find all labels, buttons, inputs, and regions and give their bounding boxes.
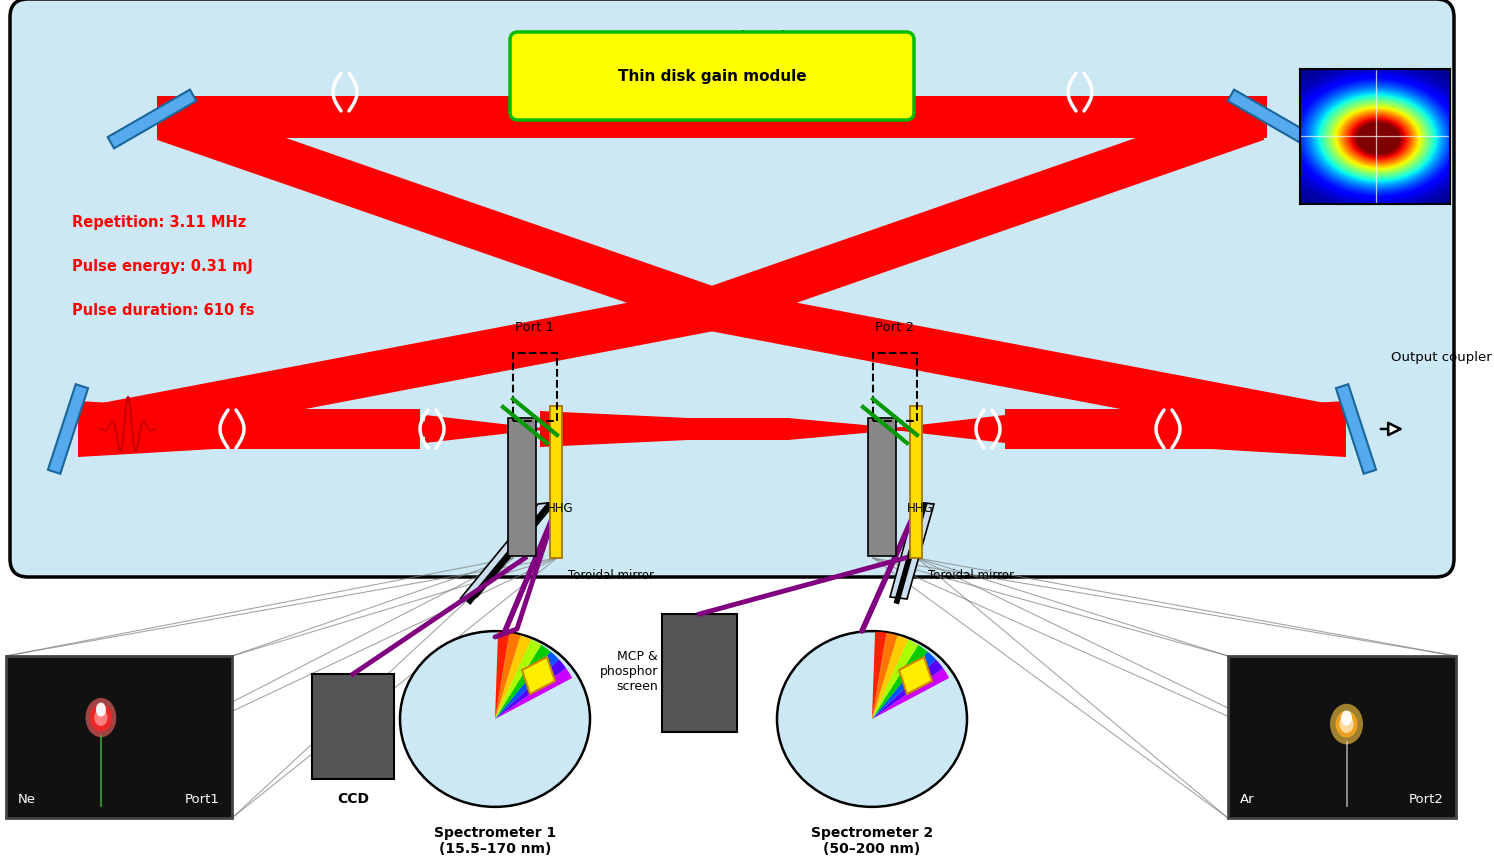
Ellipse shape: [90, 703, 112, 732]
Ellipse shape: [1342, 710, 1352, 726]
Polygon shape: [157, 96, 1267, 138]
Text: Output coupler: Output coupler: [1391, 351, 1491, 364]
Text: Ar: Ar: [1240, 793, 1255, 806]
Text: CCD: CCD: [338, 792, 369, 806]
Wedge shape: [872, 632, 898, 719]
Polygon shape: [78, 410, 420, 448]
Bar: [312, 674, 394, 779]
Polygon shape: [108, 90, 196, 149]
Bar: [662, 614, 737, 732]
Ellipse shape: [85, 698, 117, 737]
Wedge shape: [872, 632, 886, 719]
Ellipse shape: [777, 631, 967, 807]
Wedge shape: [495, 645, 551, 719]
Wedge shape: [872, 659, 943, 719]
Wedge shape: [495, 632, 520, 719]
Polygon shape: [890, 502, 934, 599]
Text: Pulse duration: 610 fs: Pulse duration: 610 fs: [72, 302, 254, 317]
Ellipse shape: [400, 631, 590, 807]
Text: Ne: Ne: [18, 793, 36, 806]
Text: Spectrometer 1
(15.5–170 nm): Spectrometer 1 (15.5–170 nm): [433, 826, 556, 856]
Wedge shape: [872, 645, 928, 719]
Polygon shape: [1336, 384, 1376, 473]
Polygon shape: [521, 657, 554, 694]
Text: Toroidal mirror: Toroidal mirror: [928, 569, 1014, 582]
FancyBboxPatch shape: [509, 32, 914, 120]
Wedge shape: [872, 639, 919, 719]
Wedge shape: [495, 659, 566, 719]
Polygon shape: [895, 401, 1346, 457]
Text: MCP &
phosphor
screen: MCP & phosphor screen: [599, 651, 657, 694]
Bar: [1228, 656, 1457, 818]
Wedge shape: [495, 635, 532, 719]
Text: HHG: HHG: [547, 503, 574, 516]
Bar: [910, 406, 922, 558]
Wedge shape: [495, 651, 559, 719]
Ellipse shape: [94, 709, 108, 726]
Text: Spectrometer 2
(50–200 nm): Spectrometer 2 (50–200 nm): [811, 826, 934, 856]
Wedge shape: [872, 651, 935, 719]
Polygon shape: [78, 401, 535, 457]
Polygon shape: [790, 415, 1005, 443]
Wedge shape: [495, 668, 572, 719]
Text: Port 2: Port 2: [875, 321, 914, 334]
Polygon shape: [1228, 90, 1316, 149]
Wedge shape: [495, 639, 541, 719]
Text: Port2: Port2: [1409, 793, 1445, 806]
Polygon shape: [424, 415, 639, 443]
Text: Pulse energy: 0.31 mJ: Pulse energy: 0.31 mJ: [72, 258, 252, 274]
Text: Port1: Port1: [185, 793, 220, 806]
Text: Thin disk gain module: Thin disk gain module: [617, 68, 807, 84]
Polygon shape: [79, 288, 716, 451]
FancyBboxPatch shape: [10, 0, 1454, 577]
Text: Vacuum chamber: Vacuum chamber: [653, 30, 811, 48]
Polygon shape: [705, 98, 1264, 330]
Ellipse shape: [1340, 715, 1354, 733]
Polygon shape: [899, 657, 932, 694]
Polygon shape: [48, 384, 88, 473]
Polygon shape: [708, 288, 1348, 451]
Wedge shape: [872, 668, 949, 719]
Wedge shape: [872, 635, 908, 719]
Ellipse shape: [1330, 704, 1363, 744]
Polygon shape: [157, 98, 719, 330]
Bar: [508, 418, 536, 556]
Text: Repetition: 3.11 MHz: Repetition: 3.11 MHz: [72, 214, 247, 230]
Text: Toroidal mirror: Toroidal mirror: [568, 569, 654, 582]
Text: Port 1: Port 1: [515, 321, 554, 334]
Ellipse shape: [96, 702, 106, 716]
Bar: [868, 418, 896, 556]
Bar: [6, 656, 232, 818]
Polygon shape: [639, 418, 790, 440]
Polygon shape: [539, 411, 895, 447]
Ellipse shape: [1336, 710, 1358, 738]
Polygon shape: [1005, 410, 1346, 448]
Bar: [550, 406, 562, 558]
Wedge shape: [495, 632, 509, 719]
Text: HHG: HHG: [907, 503, 934, 516]
Polygon shape: [460, 502, 556, 599]
